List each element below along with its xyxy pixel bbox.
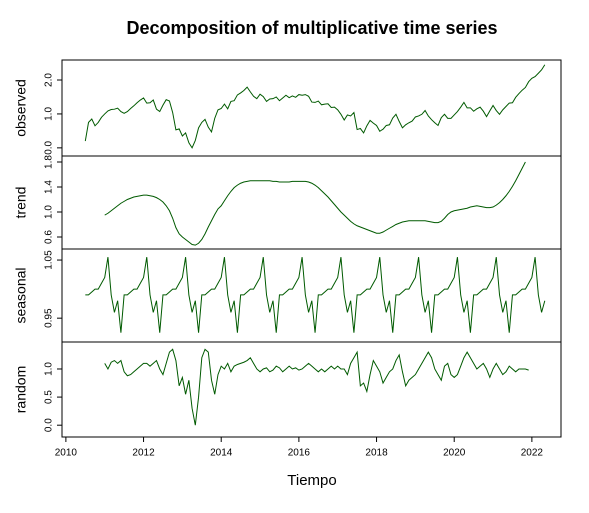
y-tick-label: 0.6 [44, 230, 55, 244]
x-tick-label: 2020 [443, 448, 466, 459]
x-tick-label: 2016 [288, 448, 311, 459]
series-line [104, 348, 529, 426]
y-tick-label: 2.0 [44, 73, 55, 87]
y-tick-label: 0.0 [44, 418, 55, 432]
y-axis-label: trend [13, 187, 29, 219]
x-tick-label: 2022 [521, 448, 544, 459]
y-tick-label: 1.0 [44, 205, 55, 219]
y-tick-label: 0.5 [44, 390, 55, 404]
y-tick-label: 0.0 [44, 140, 55, 154]
chart-title: Decomposition of multiplicative time ser… [126, 18, 497, 38]
y-axis-label: random [13, 366, 29, 413]
x-tick-label: 2018 [365, 448, 388, 459]
y-tick-label: 0.95 [44, 308, 55, 328]
x-tick-label: 2010 [55, 448, 78, 459]
panel-frame [61, 341, 562, 438]
series-line [85, 257, 546, 333]
x-tick-label: 2014 [210, 448, 233, 459]
y-axis-label: seasonal [13, 267, 29, 323]
series-line [104, 161, 526, 246]
y-tick-label: 1.0 [44, 107, 55, 121]
y-tick-label: 1.05 [44, 250, 55, 270]
y-axis-label: observed [13, 79, 29, 137]
y-tick-label: 1.0 [44, 362, 55, 376]
x-tick-label: 2012 [132, 448, 155, 459]
x-axis-label: Tiempo [287, 472, 336, 489]
y-tick-label: 1.8 [44, 155, 55, 169]
series-line [84, 64, 546, 149]
y-tick-label: 1.4 [44, 180, 55, 194]
